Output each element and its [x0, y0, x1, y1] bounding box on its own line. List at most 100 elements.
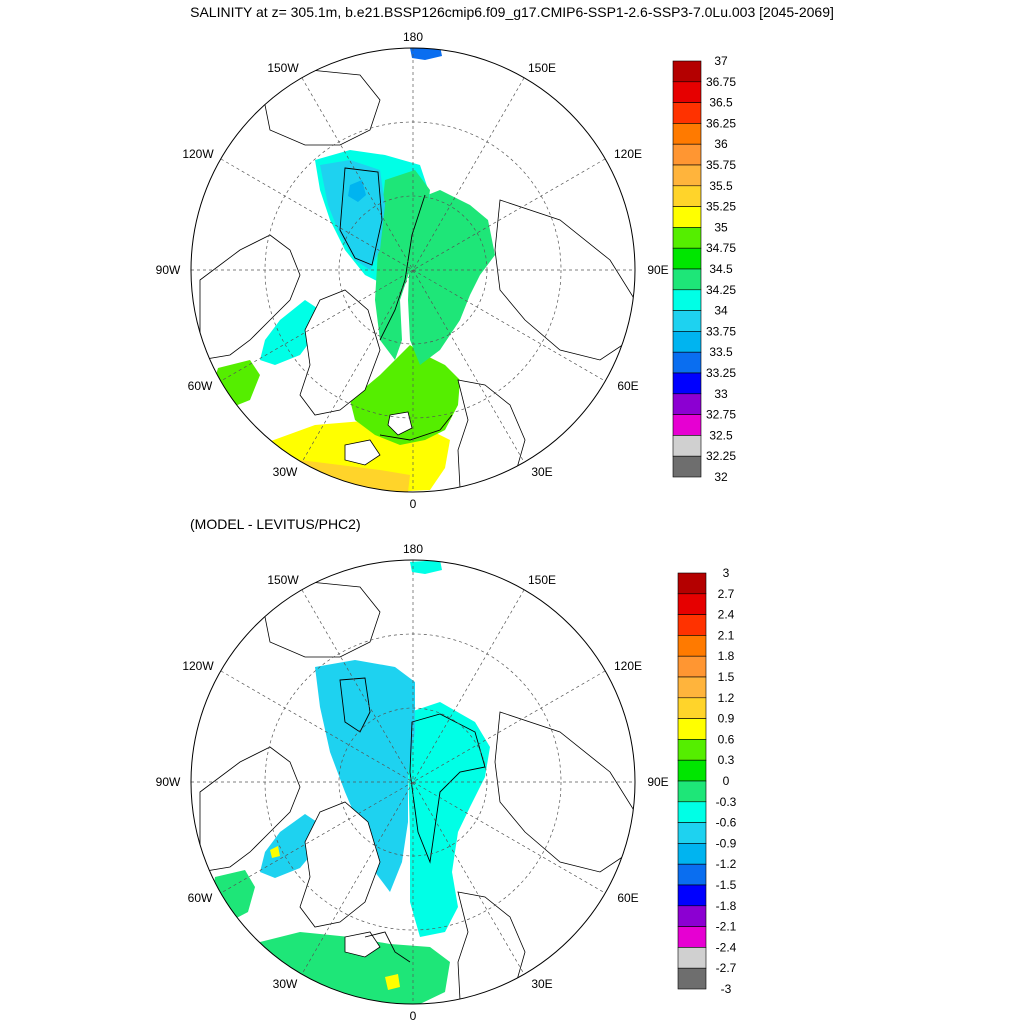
top-colorbar-swatch-15 — [672, 372, 702, 395]
diff-field-turquoise-north — [410, 560, 442, 574]
diff-contour-3 — [364, 931, 411, 963]
contour-line-1 — [339, 167, 383, 266]
top-colorbar-tick-label-7: 35.25 — [706, 200, 736, 214]
coast-canada — [199, 234, 301, 361]
top-colorbar-swatch-19 — [672, 455, 702, 478]
top-colorbar-swatch-18 — [672, 435, 702, 457]
diff-lon-label-60w: 60W — [188, 891, 213, 905]
lon-label-150w: 150W — [267, 61, 299, 75]
bottom-colorbar-swatch-7 — [677, 718, 707, 740]
diff-lon-label-90e: 90E — [647, 775, 668, 789]
lon-label-90e: 90E — [647, 263, 668, 277]
diff-field-yellow-bottom — [385, 974, 400, 990]
diff-field-turquoise-east — [408, 702, 490, 937]
top-colorbar-swatch-4 — [672, 143, 702, 166]
diff-lon-label-0: 0 — [410, 1009, 417, 1023]
diff-map-boundary — [190, 559, 636, 1005]
bottom-colorbar-swatch-18 — [677, 947, 707, 969]
diff-lon-label-180: 180 — [403, 542, 423, 556]
top-colorbar-swatch-14 — [672, 351, 702, 374]
diff-lon-label-60e: 60E — [617, 891, 638, 905]
coast-iceland — [344, 439, 381, 466]
top-colorbar-swatch-9 — [672, 247, 702, 270]
bottom-colorbar-swatch-2 — [677, 614, 707, 636]
bottom-colorbar-tick-label-15: -1.5 — [716, 878, 737, 892]
lon-label-60w: 60W — [188, 379, 213, 393]
bottom-colorbar-tick-label-9: 0.3 — [718, 753, 735, 767]
bottom-colorbar-swatch-13 — [677, 843, 707, 865]
bottom-colorbar-tick-label-16: -1.8 — [716, 899, 737, 913]
diff-lon-label-120w: 120W — [182, 659, 214, 673]
top-colorbar-swatch-16 — [672, 393, 702, 415]
top-colorbar-tick-label-13: 33.75 — [706, 324, 736, 338]
bottom-colorbar-tick-label-8: 0.6 — [718, 732, 735, 746]
top-colorbar-tick-label-17: 32.75 — [706, 408, 736, 422]
diff-field-green-west — [210, 870, 255, 924]
bottom-colorbar-swatch-15 — [677, 884, 707, 907]
top-colorbar-tick-label-18: 32.5 — [709, 428, 733, 442]
top-colorbar-tick-label-4: 36 — [714, 137, 728, 151]
bottom-colorbar-swatch-6 — [677, 697, 707, 719]
diff-lon-label-30w: 30W — [273, 977, 298, 991]
bottom-colorbar-swatch-19 — [677, 967, 707, 990]
coast-svalbard — [387, 411, 413, 436]
top-colorbar-swatch-3 — [672, 123, 702, 145]
lon-label-90w: 90W — [156, 263, 181, 277]
top-colorbar-tick-label-15: 33.25 — [706, 366, 736, 380]
bottom-colorbar-tick-label-1: 2.7 — [718, 587, 735, 601]
bottom-colorbar-swatch-11 — [677, 801, 707, 823]
bottom-map-panel: 180 150E 120E 90E 60E 30E 0 30W 60W 90W … — [140, 532, 880, 1032]
bottom-colorbar-tick-label-19: -2.7 — [716, 961, 737, 975]
top-colorbar-swatch-7 — [672, 206, 702, 228]
lon-label-150e: 150E — [528, 61, 556, 75]
bottom-colorbar-tick-label-20: -3 — [721, 982, 732, 996]
top-colorbar-swatch-5 — [672, 164, 702, 187]
coast-scandinavia — [457, 379, 526, 491]
top-colorbar-tick-label-19: 32.25 — [706, 449, 736, 463]
diff-coast-scandinavia — [457, 891, 526, 1003]
field-green-eurasian — [408, 190, 495, 365]
bottom-colorbar-swatch-5 — [677, 676, 707, 699]
field-cyan-baffin — [260, 300, 320, 365]
field-lightblue-beaufort — [320, 160, 385, 270]
bottom-colorbar-swatch-17 — [677, 926, 707, 948]
bottom-colorbar-tick-label-5: 1.5 — [718, 670, 735, 684]
top-colorbar-swatch-0 — [672, 60, 702, 83]
top-colorbar-tick-label-1: 36.75 — [706, 75, 736, 89]
figure-title: SALINITY at z= 305.1m, b.e21.BSSP126cmip… — [190, 4, 834, 20]
bottom-polar-map: 180 150E 120E 90E 60E 30E 0 30W 60W 90W … — [156, 542, 737, 1023]
top-colorbar-tick-label-10: 34.5 — [709, 262, 733, 276]
top-colorbar-swatch-11 — [672, 289, 702, 311]
top-colorbar-tick-label-3: 36.25 — [706, 116, 736, 130]
bottom-colorbar-tick-label-18: -2.4 — [716, 940, 737, 954]
top-colorbar-swatch-13 — [672, 331, 702, 353]
top-polar-map: 180 150E 120E 90E 60E 30E 0 30W 60W 90W … — [156, 30, 737, 511]
diff-lon-label-150w: 150W — [267, 573, 299, 587]
contour-line-2 — [379, 194, 426, 341]
bottom-colorbar-swatch-9 — [677, 759, 707, 782]
diff-contour-1 — [339, 677, 371, 733]
bottom-colorbar-tick-label-14: -1.2 — [716, 857, 737, 871]
top-colorbar-swatch-6 — [672, 185, 702, 207]
diff-field-blue-baffin — [260, 814, 320, 878]
bottom-colorbar-swatch-3 — [677, 635, 707, 657]
top-colorbar-swatch-12 — [672, 310, 702, 332]
top-colorbar-swatch-8 — [672, 227, 702, 249]
difference-subtitle: (MODEL - LEVITUS/PHC2) — [190, 516, 361, 532]
bottom-colorbar-swatch-16 — [677, 905, 707, 927]
top-colorbar-tick-label-14: 33.5 — [709, 345, 733, 359]
bottom-colorbar-swatch-12 — [677, 822, 707, 844]
top-colorbar-tick-label-0: 37 — [714, 54, 728, 68]
contour-line-3 — [379, 414, 453, 441]
diff-lon-label-90w: 90W — [156, 775, 181, 789]
diff-field-yellow-dot — [270, 846, 280, 858]
top-colorbar-swatch-10 — [672, 268, 702, 291]
diff-coast-siberia — [494, 711, 635, 873]
bottom-colorbar-swatch-8 — [677, 739, 707, 761]
bottom-colorbar-tick-label-7: 0.9 — [718, 712, 735, 726]
bottom-colorbar-swatch-0 — [677, 572, 707, 595]
bottom-colorbar-swatch-14 — [677, 863, 707, 886]
bottom-colorbar-tick-label-0: 3 — [723, 566, 730, 580]
top-map-panel: 180 150E 120E 90E 60E 30E 0 30W 60W 90W … — [140, 20, 880, 520]
diff-field-lightblue-central — [315, 660, 415, 892]
